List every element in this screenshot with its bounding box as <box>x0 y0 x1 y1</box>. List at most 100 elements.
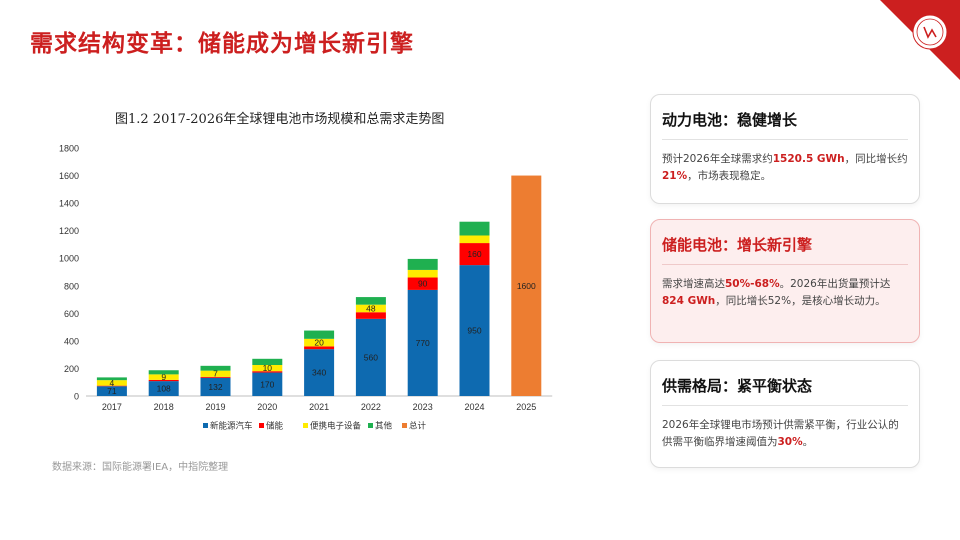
card-energy-storage: 储能电池：增长新引擎 需求增速高达50%-68%。2026年出货量预计达 824 … <box>650 219 920 343</box>
brand-logo-corner <box>880 0 960 80</box>
bar-segment <box>252 372 283 396</box>
x-tick-label: 2021 <box>309 402 329 412</box>
legend-swatch <box>402 423 407 428</box>
data-label: 48 <box>366 303 376 313</box>
data-label: 770 <box>416 338 430 348</box>
bar-segment <box>355 318 386 396</box>
bar-segment <box>148 379 179 382</box>
bar-segment <box>200 376 231 378</box>
bar-segment <box>200 370 231 377</box>
card-title: 供需格局：紧平衡状态 <box>662 377 813 395</box>
bar-segment <box>148 381 179 396</box>
y-tick-label: 1200 <box>59 226 79 236</box>
bar-segment <box>252 371 283 373</box>
bar-segment <box>304 349 335 396</box>
bar-segment <box>355 297 386 305</box>
bar-segment <box>252 358 283 365</box>
bar-segment <box>407 277 438 290</box>
y-tick-label: 1000 <box>59 254 79 264</box>
card-supply-demand: 供需格局：紧平衡状态 2026年全球锂电市场预计供需紧平衡，行业公认的供需平衡临… <box>650 360 920 468</box>
stacked-bar-chart: 0200400600800100012001400160018007142017… <box>59 144 553 432</box>
bar-segment <box>407 269 438 278</box>
legend-swatch <box>303 423 308 428</box>
chart-title: 图1.2 2017-2026年全球锂电池市场规模和总需求走势图 <box>115 112 445 127</box>
card-divider <box>662 139 908 140</box>
bar-segment <box>355 312 386 319</box>
card-highlight: 30% <box>777 436 803 448</box>
card-title: 储能电池：增长新引擎 <box>662 236 813 254</box>
y-tick-label: 0 <box>74 392 79 402</box>
card-text: 需求增速高达 <box>662 278 725 290</box>
legend-swatch <box>203 423 208 428</box>
page-title: 需求结构变革：储能成为增长新引擎 <box>30 31 414 57</box>
data-label: 108 <box>157 384 171 394</box>
card-body: 2026年全球锂电市场预计供需紧平衡，行业公认的供需平衡临界增速阈值为30%。 <box>662 417 909 451</box>
bar-segment <box>200 365 231 371</box>
card-text: 。2026年出货量预计达 <box>779 278 891 290</box>
card-highlight: 21% <box>662 170 688 182</box>
legend-swatch <box>259 423 264 428</box>
data-label: 10 <box>263 363 273 373</box>
bar-segment <box>407 289 438 396</box>
bar-segment <box>96 380 127 386</box>
card-body: 预计2026年全球需求约1520.5 GWh，同比增长约 21%，市场表现稳定。 <box>662 151 909 185</box>
card-body: 需求增速高达50%-68%。2026年出货量预计达 824 GWh，同比增长52%… <box>662 276 909 310</box>
data-label: 71 <box>107 386 117 396</box>
data-label: 90 <box>418 279 428 289</box>
data-label: 340 <box>312 368 326 378</box>
bar-segment <box>96 386 127 396</box>
legend-swatch <box>368 423 373 428</box>
bar-segment <box>148 370 179 375</box>
card-divider <box>662 264 908 265</box>
data-label: 1600 <box>517 281 536 291</box>
y-tick-label: 200 <box>64 364 79 374</box>
data-label: 20 <box>314 338 324 348</box>
data-label: 4 <box>110 378 115 388</box>
bar-segment <box>407 258 438 270</box>
y-tick-label: 400 <box>64 336 79 346</box>
bar-segment <box>459 265 490 396</box>
x-tick-label: 2019 <box>205 402 225 412</box>
data-label: 160 <box>467 249 481 259</box>
x-tick-label: 2023 <box>413 402 433 412</box>
bar-segment <box>200 377 231 396</box>
data-label: 560 <box>364 352 378 362</box>
y-tick-label: 1800 <box>59 144 79 154</box>
data-label: 132 <box>208 382 222 392</box>
bar-segment <box>96 385 127 387</box>
card-highlight: 50%-68% <box>725 278 780 290</box>
x-tick-label: 2018 <box>154 402 174 412</box>
legend-label: 新能源汽车 <box>210 421 253 432</box>
card-text: 预计2026年全球需求约 <box>662 153 773 165</box>
x-tick-label: 2020 <box>257 402 277 412</box>
bar-segment <box>304 346 335 350</box>
bar-segment <box>304 338 335 347</box>
card-text: ，同比增长52%，是核心增长动力。 <box>715 295 886 307</box>
source-note: 数据来源：国际能源署IEA，中指院整理 <box>52 462 229 473</box>
data-label: 950 <box>467 326 481 336</box>
legend-label: 便携电子设备 <box>310 421 362 432</box>
x-tick-label: 2024 <box>464 402 484 412</box>
bar-segment <box>252 365 283 372</box>
bar-segment <box>511 175 542 396</box>
y-tick-label: 1600 <box>59 171 79 181</box>
card-title: 动力电池：稳健增长 <box>662 111 798 129</box>
bar-segment <box>459 235 490 244</box>
bar-segment <box>355 304 386 313</box>
data-label: 9 <box>161 372 166 382</box>
bar-segment <box>96 377 127 381</box>
data-label: 7 <box>213 369 218 379</box>
bar-segment <box>304 330 335 339</box>
y-tick-label: 1400 <box>59 199 79 209</box>
bar-segment <box>459 221 490 236</box>
y-tick-label: 600 <box>64 309 79 319</box>
card-text: 。 <box>802 436 814 448</box>
x-tick-label: 2017 <box>102 402 122 412</box>
bar-segment <box>148 374 179 380</box>
card-power-battery: 动力电池：稳健增长 预计2026年全球需求约1520.5 GWh，同比增长约 21… <box>650 94 920 204</box>
card-highlight: 1520.5 GWh <box>772 153 845 165</box>
legend-label: 总计 <box>409 421 427 432</box>
legend-label: 储能 <box>266 421 284 432</box>
card-highlight: 824 GWh <box>662 295 716 307</box>
card-text: ，同比增长约 <box>844 153 908 165</box>
